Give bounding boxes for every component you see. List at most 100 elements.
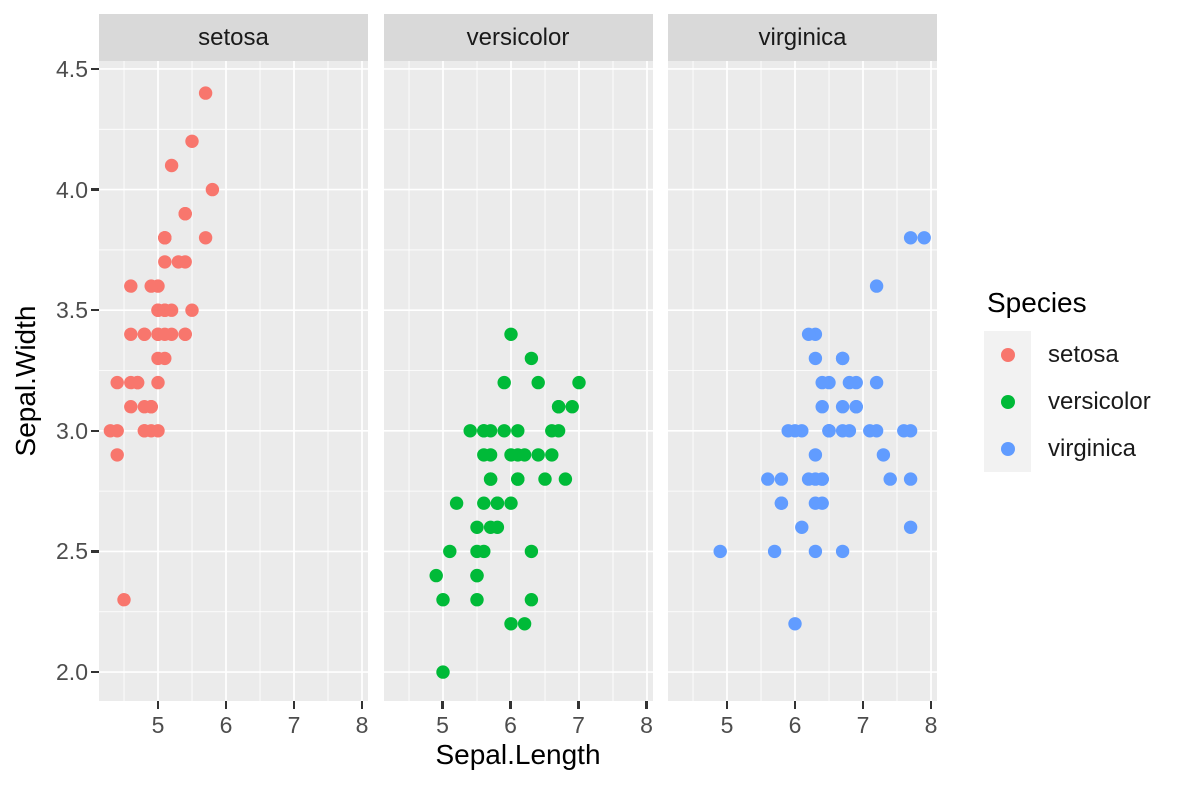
- y-tick-label: 4.0: [56, 176, 88, 203]
- y-tick-label: 4.5: [56, 55, 88, 82]
- data-point-setosa: [205, 182, 220, 197]
- panel-svg-versicolor: [383, 61, 653, 701]
- data-point-virginica: [808, 496, 823, 510]
- data-point-versicolor: [551, 424, 565, 438]
- y-tick-mark: [91, 308, 99, 312]
- data-point-setosa: [124, 375, 138, 390]
- data-point-virginica: [835, 424, 850, 438]
- y-tick-mark: [91, 67, 99, 71]
- data-point-virginica: [903, 472, 918, 486]
- data-point-setosa: [185, 303, 199, 317]
- data-point-setosa: [137, 327, 152, 341]
- data-point-setosa: [110, 448, 124, 462]
- panel-svg-virginica: [668, 61, 937, 701]
- legend-key: [984, 378, 1031, 425]
- data-point-versicolor: [469, 520, 484, 534]
- facet-strip-label: virginica: [758, 23, 847, 51]
- data-point-setosa: [178, 327, 192, 341]
- legend-entry-virginica: virginica: [984, 425, 1151, 472]
- data-point-setosa: [164, 303, 179, 317]
- data-point-virginica: [835, 400, 850, 414]
- data-point-versicolor: [497, 375, 511, 390]
- data-point-setosa: [110, 375, 124, 390]
- data-point-versicolor: [435, 593, 450, 607]
- x-tick-label: 7: [572, 712, 585, 738]
- data-point-versicolor: [449, 496, 463, 510]
- data-point-versicolor: [517, 617, 531, 631]
- legend-entry-setosa: setosa: [984, 331, 1151, 378]
- y-tick-mark: [91, 429, 99, 433]
- x-axis-title: Sepal.Length: [435, 739, 601, 770]
- panel-svg-setosa: [99, 61, 368, 701]
- data-point-virginica: [781, 424, 795, 438]
- data-point-virginica: [869, 424, 884, 438]
- data-point-versicolor: [429, 568, 443, 583]
- data-point-versicolor: [510, 424, 524, 438]
- x-tick-mark: [292, 701, 296, 709]
- data-point-versicolor: [483, 472, 497, 486]
- data-point-setosa: [158, 255, 172, 269]
- data-point-virginica: [808, 544, 823, 559]
- data-point-virginica: [713, 544, 727, 559]
- x-tick-mark: [645, 701, 648, 709]
- x-tick-mark: [441, 701, 444, 709]
- data-point-virginica: [849, 400, 863, 414]
- facet-strip-virginica: virginica: [668, 14, 937, 61]
- y-tick-mark: [91, 188, 99, 191]
- data-point-setosa: [151, 424, 165, 438]
- data-point-virginica: [883, 472, 897, 486]
- data-point-setosa: [124, 327, 138, 341]
- x-tick-mark: [861, 701, 865, 709]
- data-point-setosa: [158, 231, 172, 245]
- facet-panel-setosa: setosa 5 6 7 8: [99, 14, 368, 749]
- data-point-versicolor: [503, 617, 518, 631]
- facet-strip-setosa: setosa: [99, 14, 368, 61]
- data-point-virginica: [903, 520, 918, 534]
- data-point-versicolor: [524, 351, 538, 366]
- data-point-virginica: [774, 472, 789, 486]
- x-tick-mark: [577, 701, 580, 709]
- facet-strip-label: setosa: [198, 23, 269, 51]
- data-point-versicolor: [469, 568, 484, 583]
- data-point-setosa: [144, 400, 158, 414]
- data-point-virginica: [835, 351, 850, 366]
- data-point-versicolor: [503, 448, 518, 462]
- x-tick-label: 8: [355, 712, 369, 738]
- data-point-virginica: [869, 375, 884, 390]
- x-tick-mark: [360, 701, 364, 709]
- data-point-versicolor: [524, 593, 538, 607]
- data-point-setosa: [117, 593, 131, 607]
- legend-swatch-virginica-icon: [1000, 441, 1015, 456]
- data-point-setosa: [171, 255, 186, 269]
- data-point-versicolor: [463, 424, 477, 438]
- data-point-virginica: [917, 231, 931, 245]
- data-point-virginica: [795, 520, 809, 534]
- data-point-versicolor: [483, 448, 497, 462]
- x-tick-label: 6: [219, 712, 233, 738]
- data-point-setosa: [164, 158, 179, 173]
- y-tick-mark: [91, 550, 99, 553]
- data-point-setosa: [137, 424, 152, 438]
- data-point-versicolor: [537, 472, 552, 486]
- x-tick-label: 8: [640, 712, 653, 738]
- facet-strip-versicolor: versicolor: [383, 14, 653, 61]
- data-point-versicolor: [503, 327, 518, 341]
- facet-panel-virginica: virginica 5 6 7 8: [668, 14, 937, 749]
- y-tick-label: 3.5: [56, 297, 88, 324]
- data-point-virginica: [801, 327, 816, 341]
- data-point-versicolor: [483, 424, 497, 438]
- y-tick-label: 3.0: [56, 417, 88, 444]
- data-point-setosa: [151, 351, 165, 366]
- data-point-virginica: [808, 448, 823, 462]
- data-point-setosa: [144, 279, 158, 293]
- data-point-virginica: [788, 617, 802, 631]
- legend-swatch-setosa-icon: [1000, 347, 1015, 362]
- data-point-setosa: [185, 134, 199, 148]
- data-point-setosa: [124, 279, 138, 293]
- data-point-versicolor: [497, 424, 511, 438]
- data-point-versicolor: [544, 448, 558, 462]
- data-point-virginica: [903, 231, 918, 245]
- data-point-setosa: [178, 207, 192, 221]
- legend-key: [984, 331, 1031, 378]
- data-point-versicolor: [469, 544, 484, 559]
